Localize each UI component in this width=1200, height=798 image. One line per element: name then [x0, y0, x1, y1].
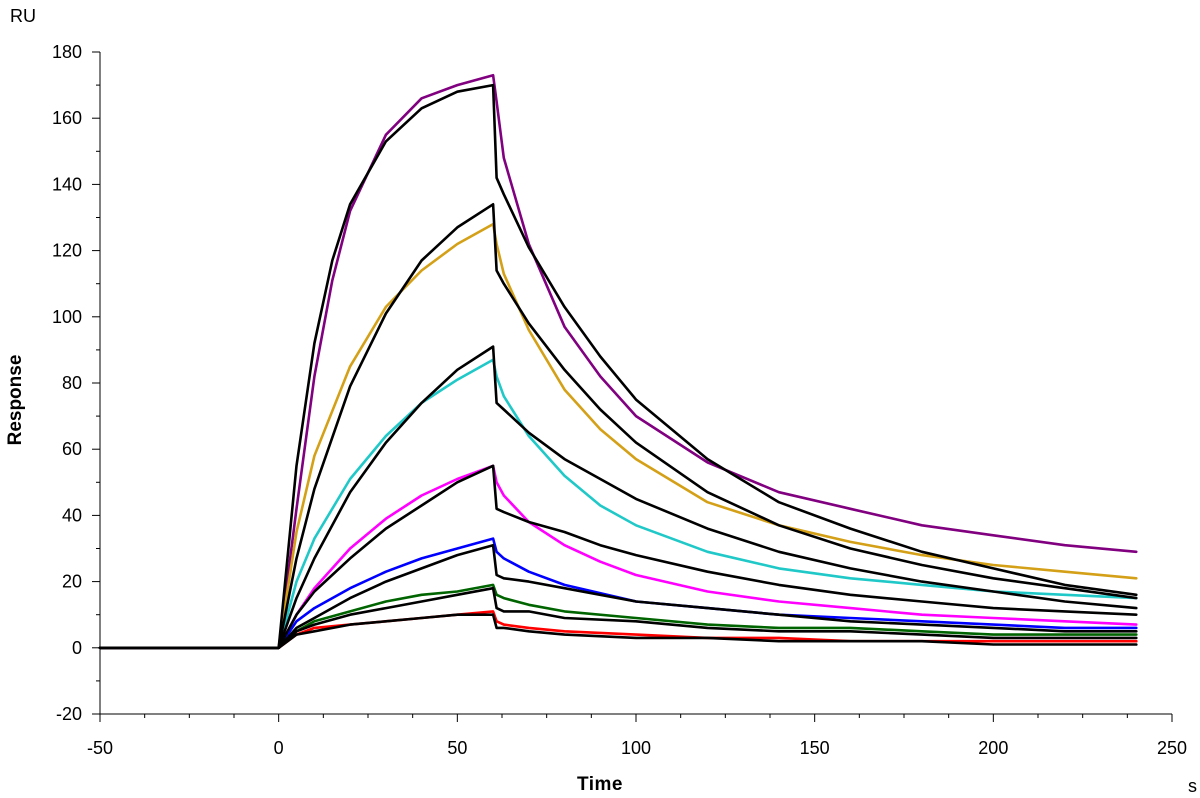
y-unit-label: RU — [10, 6, 36, 26]
y-tick-label: 140 — [52, 174, 82, 194]
y-tick-label: 80 — [62, 373, 82, 393]
response-curve-line — [98, 537, 1138, 650]
x-tick-label: 250 — [1157, 738, 1187, 758]
y-tick-label: 180 — [52, 42, 82, 62]
x-tick-label: 50 — [447, 738, 467, 758]
series-layer — [98, 73, 1138, 650]
y-tick-label: -20 — [56, 704, 82, 724]
x-tick-label: -50 — [87, 738, 113, 758]
fit-curve-line — [98, 586, 1138, 650]
x-tick-label: 0 — [274, 738, 284, 758]
y-axis-title: Response — [5, 355, 26, 446]
response-curve-line — [98, 73, 1138, 650]
fit-curve-line — [98, 203, 1138, 650]
response-curve-line — [98, 358, 1138, 650]
y-tick-label: 0 — [72, 638, 82, 658]
fit-curve-line — [98, 83, 1138, 650]
response-curve-line — [98, 464, 1138, 650]
y-tick-label: 40 — [62, 505, 82, 525]
x-axis-title: Time — [577, 774, 623, 795]
fit-curve-line — [98, 345, 1138, 650]
fit-curve-line — [98, 613, 1138, 650]
x-tick-label: 100 — [621, 738, 651, 758]
y-tick-label: 160 — [52, 108, 82, 128]
ticks-layer: -20 0 20 40 60 80 100 120 140 160 180 -50 0 50 100 150 2… — [52, 42, 1187, 758]
y-tick-label: 60 — [62, 439, 82, 459]
x-tick-label: 150 — [800, 738, 830, 758]
response-curve-line — [98, 222, 1138, 650]
axes-layer — [99, 52, 1172, 715]
fit-curve-line — [98, 543, 1138, 650]
fit-curve-line — [98, 464, 1138, 650]
response-curve-line — [98, 583, 1138, 650]
y-tick-label: 100 — [52, 307, 82, 327]
y-tick-label: 120 — [52, 241, 82, 261]
y-tick-label: 20 — [62, 572, 82, 592]
x-unit-label: s — [1188, 776, 1197, 796]
x-tick-label: 200 — [978, 738, 1008, 758]
